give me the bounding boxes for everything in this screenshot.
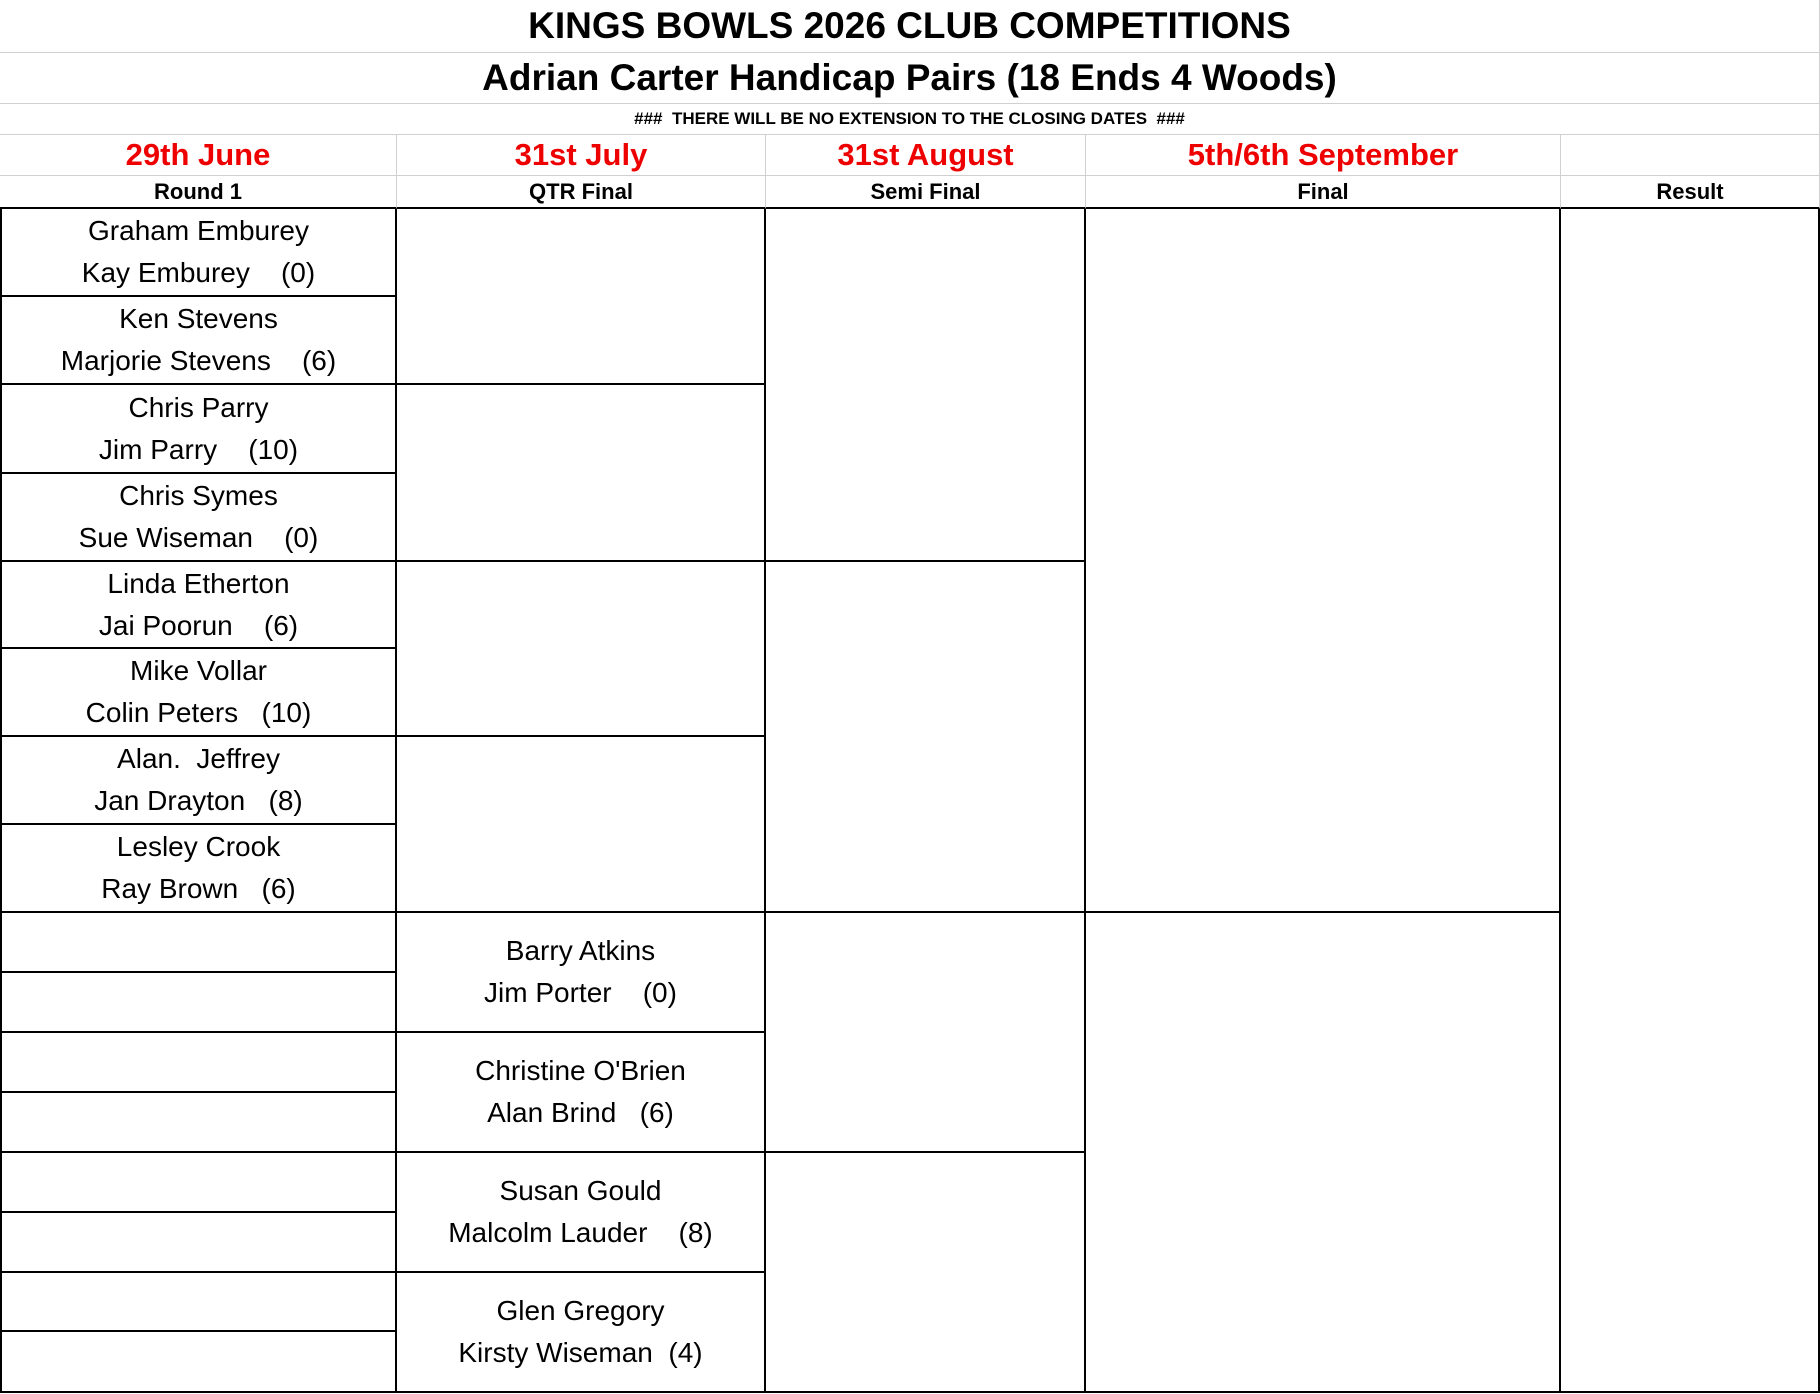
text: Result [1656, 178, 1724, 204]
empty-slot [0, 913, 397, 973]
title: KINGS BOWLS 2026 CLUB COMPETITIONS [0, 0, 1820, 53]
text: Chris Symes [119, 480, 278, 511]
empty-slot [0, 1213, 397, 1273]
empty-slot [0, 1273, 397, 1332]
empty-slot [0, 973, 397, 1033]
text: Barry Atkins [505, 935, 656, 966]
empty-slot [0, 1093, 397, 1153]
round-label: Final [1086, 176, 1561, 209]
empty-slot [766, 209, 1086, 562]
round-date: 5th/6th September [1086, 135, 1561, 176]
result-slot [1561, 209, 1820, 1393]
empty-slot [0, 1033, 397, 1093]
text: Final [1297, 178, 1349, 204]
text: Colin Peters (10) [85, 697, 312, 728]
pair: Mike Vollar Colin Peters (10) [0, 649, 397, 737]
pair: Christine O'Brien Alan Brind (6) [397, 1033, 766, 1153]
subtitle: Adrian Carter Handicap Pairs (18 Ends 4 … [0, 53, 1820, 104]
text: Sue Wiseman (0) [78, 522, 319, 553]
empty-slot [1086, 913, 1561, 1393]
round-date: 31st August [766, 135, 1086, 176]
text: KINGS BOWLS 2026 CLUB COMPETITIONS [528, 5, 1291, 46]
text: 31st August [837, 137, 1014, 172]
pair: Chris Parry Jim Parry (10) [0, 385, 397, 474]
text: Christine O'Brien [475, 1055, 686, 1086]
empty-slot [766, 913, 1086, 1153]
text: Linda Etherton [107, 567, 290, 599]
text: Ken Stevens [119, 303, 278, 334]
text: 29th June [125, 137, 271, 172]
round-date: 31st July [397, 135, 766, 176]
text: Kay Emburey (0) [81, 257, 316, 288]
text: 31st July [514, 137, 648, 172]
text: Ray Brown (6) [101, 873, 296, 904]
round-label: Round 1 [0, 176, 397, 209]
pair: Graham Emburey Kay Emburey (0) [0, 209, 397, 297]
text: Kirsty Wiseman (4) [458, 1337, 703, 1368]
pair: Barry Atkins Jim Porter (0) [397, 913, 766, 1033]
empty-slot [766, 1153, 1086, 1393]
empty-slot [397, 209, 766, 385]
round-label: Result [1561, 176, 1820, 209]
round-label: Semi Final [766, 176, 1086, 209]
note: ### THERE WILL BE NO EXTENSION TO THE CL… [0, 104, 1820, 135]
text: Adrian Carter Handicap Pairs (18 Ends 4 … [482, 57, 1337, 98]
round-label: QTR Final [397, 176, 766, 209]
pair: Chris Symes Sue Wiseman (0) [0, 474, 397, 562]
round-date [1561, 135, 1820, 176]
text: 5th/6th September [1187, 137, 1459, 172]
empty-slot [397, 562, 766, 737]
text: Malcolm Lauder (8) [448, 1217, 713, 1248]
text: Lesley Crook [116, 831, 281, 862]
text: Chris Parry [128, 391, 269, 423]
pair: Alan. Jeffrey Jan Drayton (8) [0, 737, 397, 825]
empty-slot [1086, 209, 1561, 913]
text: QTR Final [529, 178, 633, 204]
text: Semi Final [870, 178, 981, 204]
text: Jim Porter (0) [484, 977, 677, 1008]
text: Alan. Jeffrey [117, 743, 280, 774]
empty-slot [397, 737, 766, 913]
text: Jan Drayton (8) [94, 785, 303, 816]
empty-slot [0, 1153, 397, 1213]
text: Susan Gould [499, 1175, 662, 1206]
pair: Glen Gregory Kirsty Wiseman (4) [397, 1273, 766, 1393]
pair: Ken Stevens Marjorie Stevens (6) [0, 297, 397, 385]
empty-slot [0, 1332, 397, 1393]
text: Glen Gregory [496, 1295, 665, 1326]
text: Graham Emburey [88, 215, 309, 246]
empty-slot [766, 562, 1086, 913]
pair: Linda Etherton Jai Poorun (6) [0, 562, 397, 649]
text: Mike Vollar [130, 655, 267, 686]
round-date: 29th June [0, 135, 397, 176]
text: Marjorie Stevens (6) [60, 345, 337, 376]
pair: Lesley Crook Ray Brown (6) [0, 825, 397, 913]
text: Jim Parry (10) [98, 433, 299, 465]
text: Jai Poorun (6) [98, 609, 299, 641]
text: ### THERE WILL BE NO EXTENSION TO THE CL… [634, 109, 1185, 128]
pair: Susan Gould Malcolm Lauder (8) [397, 1153, 766, 1273]
text: Alan Brind (6) [487, 1097, 674, 1128]
empty-slot [397, 385, 766, 562]
text: Round 1 [154, 178, 242, 204]
